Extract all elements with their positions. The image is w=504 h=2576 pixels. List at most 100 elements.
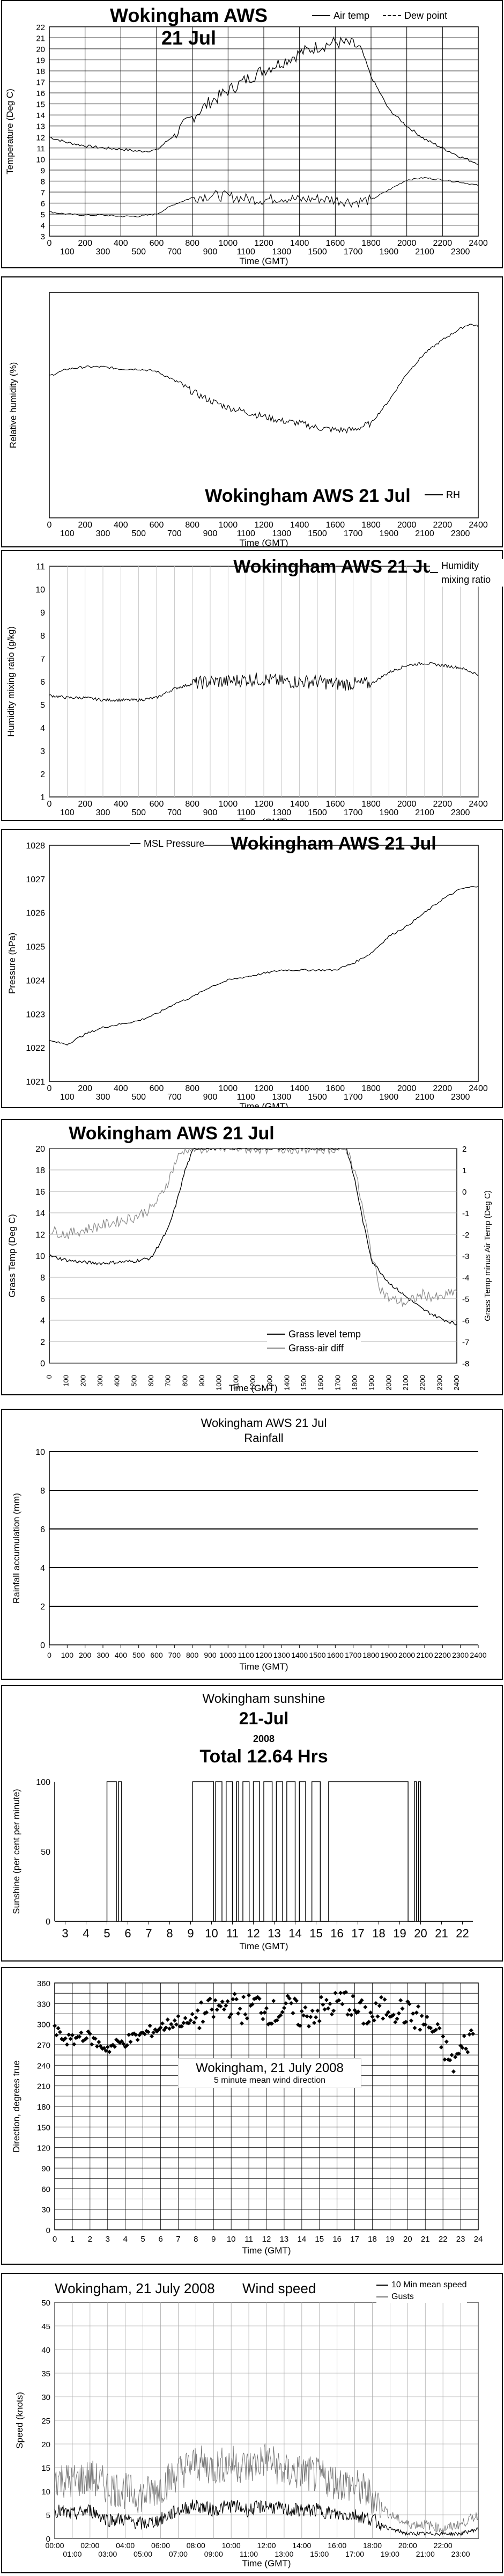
rh-x-tick-bottom-10: 2100 <box>415 529 434 538</box>
winddir-point <box>289 2001 294 2006</box>
rh-x-tick-bottom-2: 500 <box>131 529 146 538</box>
winddir-point <box>247 1993 251 1997</box>
winddir-point <box>77 2035 82 2039</box>
pres-x-tick-top-10: 2000 <box>397 1084 417 1093</box>
mix-chart: 1 2 3 4 5 6 7 8 9 10 11 Humidity mixing ratio (g/kg… <box>1 550 503 821</box>
winddir-point <box>95 2044 99 2049</box>
windspd-chart-panel: 0 5 10 15 20 25 30 35 40 45 50 Speed (knots) 00:00 02… <box>1 2273 503 2573</box>
winddir-point <box>444 2039 449 2044</box>
winddir-point <box>169 2022 174 2026</box>
pres-panel-border <box>1 829 503 1108</box>
winddir-point <box>275 2018 279 2023</box>
dew-point-legend-label: Dew point <box>404 10 448 21</box>
mix-y-axis-label: Humidity mixing ratio (g/kg) <box>6 626 16 737</box>
winddir-point <box>206 1998 211 2003</box>
winddir-point <box>79 2030 84 2035</box>
winddir-x-tick-21: 21 <box>421 2235 430 2244</box>
grass-x-tick-18: 1800 <box>351 1375 359 1391</box>
winddir-x-tick-2: 2 <box>88 2235 92 2244</box>
windspd-x-tick-bottom-4: 09:00 <box>204 2550 223 2558</box>
winddir-point <box>437 2026 442 2031</box>
winddir-point <box>400 2006 405 2011</box>
grass-x-tick-24: 2400 <box>453 1375 461 1391</box>
rh-x-tick-top-3: 600 <box>150 521 164 530</box>
winddir-x-tick-5: 5 <box>140 2235 145 2244</box>
temp-y-tick-3: 6 <box>41 199 45 208</box>
winddir-point <box>412 2025 417 2030</box>
pres-y-tick-7: 1028 <box>26 841 45 851</box>
windspd-x-tick-bottom-3: 07:00 <box>169 2550 188 2558</box>
winddir-point <box>250 2002 255 2007</box>
sun-x-tick-2: 5 <box>103 1927 110 1940</box>
winddir-point <box>342 1990 346 1995</box>
winddir-point <box>210 2007 214 2012</box>
dew-point-swatch <box>383 15 402 16</box>
temp-x-tick-bottom-8: 1700 <box>344 247 363 257</box>
winddir-point <box>167 2026 172 2031</box>
mean-speed-line <box>54 2499 479 2537</box>
rh-x-tick-top-6: 1200 <box>254 521 273 530</box>
winddir-point <box>352 2008 357 2012</box>
pres-swatch <box>130 843 140 844</box>
winddir-point <box>68 2037 73 2041</box>
windspd-x-tick-top-3: 06:00 <box>151 2541 170 2550</box>
sun-x-tick-14: 17 <box>351 1927 364 1940</box>
grass-x-tick-14: 1400 <box>283 1375 291 1391</box>
winddir-y-tick-1: 30 <box>41 2206 50 2215</box>
air-temp-swatch <box>312 15 330 16</box>
winddir-point <box>120 2039 124 2044</box>
mix-x-tick-top-12: 2400 <box>469 800 488 809</box>
winddir-x-tick-13: 13 <box>280 2235 289 2244</box>
winddir-x-tick-24: 24 <box>474 2235 483 2244</box>
grass-y-right-tick-1: -7 <box>462 1338 469 1347</box>
rain-chart-panel: 0 2 4 6 8 10 Rainfall accumulation (mm) 0 100 200… <box>1 1409 503 1680</box>
winddir-point <box>158 2025 163 2030</box>
winddir-point <box>405 1999 410 2004</box>
winddir-x-tick-19: 19 <box>386 2235 395 2244</box>
windspd-y-tick-6: 30 <box>41 2393 50 2402</box>
mix-legend-label: Humidity mixing ratio <box>441 560 491 585</box>
pres-x-tick-bottom-6: 1300 <box>272 1093 292 1102</box>
winddir-point <box>446 2057 450 2062</box>
temp-x-tick-top-10: 2000 <box>397 239 417 248</box>
winddir-point <box>83 2037 87 2042</box>
winddir-point <box>135 2038 140 2042</box>
rain-x-tick-10: 1000 <box>220 1651 236 1659</box>
windspd-y-tick-10: 50 <box>41 2299 50 2308</box>
temp-x-axis-label: Time (GMT) <box>240 256 288 266</box>
winddir-point <box>157 2027 161 2032</box>
winddir-point <box>285 1994 290 1999</box>
windspd-x-tick-top-7: 14:00 <box>292 2541 311 2550</box>
winddir-point <box>375 2014 380 2019</box>
rh-x-tick-top-9: 1800 <box>361 521 381 530</box>
gusts-legend-label: Gusts <box>391 2292 414 2301</box>
temp-y-axis-label: Temperature (Deg C) <box>5 89 15 174</box>
winddir-point <box>199 2000 204 2005</box>
temp-y-tick-5: 8 <box>41 177 45 186</box>
winddir-point <box>171 2025 175 2030</box>
sun-panel-border <box>1 1685 503 1962</box>
sun-x-tick-8: 11 <box>226 1927 239 1940</box>
winddir-point <box>345 2012 350 2017</box>
winddir-y-tick-11: 330 <box>37 2000 50 2009</box>
grass-y-right-tick-4: -4 <box>462 1274 469 1283</box>
windspd-x-tick-bottom-10: 21:00 <box>416 2550 435 2558</box>
winddir-point <box>255 1995 260 2000</box>
pres-x-tick-bottom-4: 900 <box>203 1093 218 1102</box>
windspd-y-tick-8: 40 <box>41 2346 50 2355</box>
temp-y-tick-6: 9 <box>41 166 45 175</box>
grass-x-tick-23: 2300 <box>435 1375 443 1391</box>
winddir-point <box>435 2022 440 2026</box>
winddir-point <box>467 2032 472 2037</box>
rh-x-tick-bottom-6: 1300 <box>272 529 292 538</box>
windspd-chart-title: Wokingham, 21 July 2008 <box>55 2280 215 2296</box>
winddir-point <box>146 2030 151 2035</box>
mix-y-tick-0: 1 <box>40 793 45 802</box>
winddir-point <box>456 2051 461 2056</box>
winddir-point <box>224 2003 228 2008</box>
rh-x-tick-top-1: 200 <box>78 521 92 530</box>
winddir-point <box>262 2010 267 2015</box>
pres-x-tick-bottom-5: 1100 <box>236 1093 255 1102</box>
pres-x-tick-top-3: 600 <box>150 1084 164 1093</box>
grass-y-tick-1: 2 <box>40 1338 45 1347</box>
